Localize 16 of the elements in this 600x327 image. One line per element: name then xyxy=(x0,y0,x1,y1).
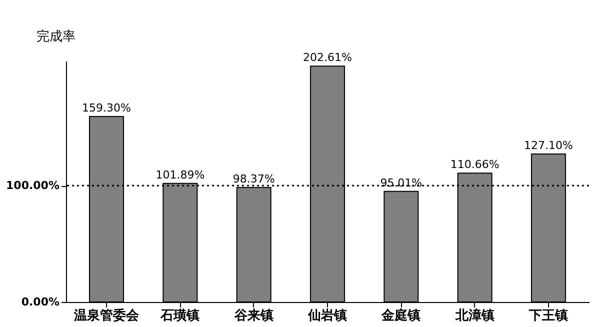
x-tick-label: 下王镇 xyxy=(528,308,568,324)
y-axis-title: 完成率 xyxy=(36,28,76,44)
y-tick-label: 100.00% xyxy=(6,179,60,192)
x-tick-label: 石璜镇 xyxy=(160,308,200,324)
x-tick-label: 温泉管委会 xyxy=(73,308,140,324)
data-label: 159.30% xyxy=(82,102,131,115)
data-label: 202.61% xyxy=(303,51,352,64)
x-tick-label: 仙岩镇 xyxy=(307,308,347,324)
data-label: 101.89% xyxy=(156,168,205,182)
y-tick-label: 0.00% xyxy=(21,296,60,308)
x-tick-label: 北漳镇 xyxy=(454,308,494,324)
x-tick-label: 金庭镇 xyxy=(380,308,421,324)
data-label: 127.10% xyxy=(524,139,573,152)
data-label: 98.37% xyxy=(232,172,275,186)
x-tick-label: 谷来镇 xyxy=(233,308,274,324)
data-label: 110.66% xyxy=(450,158,500,172)
